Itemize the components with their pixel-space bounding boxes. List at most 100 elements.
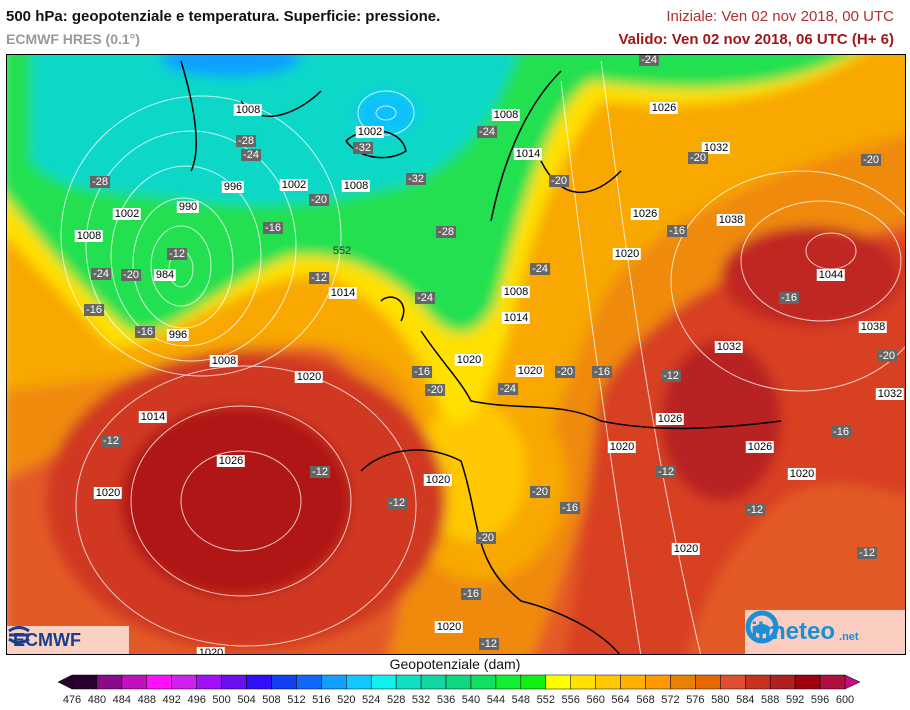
- temperature-label: -12: [167, 248, 187, 260]
- pressure-label: 1020: [671, 543, 701, 555]
- colorbar-swatch: [196, 674, 222, 690]
- temperature-label: -12: [656, 466, 676, 478]
- ilmeteo-logo-suffix: .net: [839, 631, 859, 643]
- temperature-label: -20: [476, 532, 496, 544]
- temperature-label: -16: [560, 502, 580, 514]
- pressure-label: 1014: [328, 287, 358, 299]
- temperature-label: -16: [84, 304, 104, 316]
- pressure-label: 1026: [745, 441, 775, 453]
- colorbar-tick-label: 580: [711, 694, 730, 706]
- colorbar-swatch: [745, 674, 771, 690]
- temperature-label: -12: [479, 638, 499, 650]
- pressure-label: 1008: [491, 109, 521, 121]
- temperature-label: -28: [436, 226, 456, 238]
- map-title: 500 hPa: geopotenziale e temperatura. Su…: [6, 8, 441, 25]
- temperature-label: -28: [236, 135, 256, 147]
- weather-map: 1008 1002 996 1002 1008 990 1002 1008 984 1014 996…: [6, 54, 906, 655]
- colorbar-tick-label: 596: [810, 694, 830, 706]
- coastlines: [180, 60, 782, 654]
- colorbar-swatch: [370, 674, 397, 690]
- colorbar-tick-label: 592: [785, 694, 805, 706]
- temperature-label: -12: [387, 497, 407, 509]
- colorbar-tick-label: 540: [461, 694, 481, 706]
- colorbar-under-arrow: [57, 674, 73, 690]
- temperature-label: -20: [555, 366, 575, 378]
- temperature-label: -24: [639, 54, 659, 66]
- colorbar-swatch: [146, 674, 172, 690]
- geopotential-contour-label: 552: [332, 245, 352, 257]
- colorbar-swatch: [620, 674, 646, 690]
- colorbar-tick-label: 532: [411, 694, 431, 706]
- colorbar-tick-label: 564: [611, 694, 630, 706]
- valid-time: Valido: Ven 02 nov 2018, 06 UTC (H+ 6): [618, 31, 894, 48]
- colorbar-swatch: [246, 674, 272, 690]
- colorbar-tick-label: 536: [436, 694, 456, 706]
- temperature-label: -20: [861, 154, 881, 166]
- pressure-label: 1032: [714, 341, 744, 353]
- pressure-label: 1020: [787, 468, 817, 480]
- colorbar-swatch: [720, 674, 746, 690]
- pressure-label: 996: [166, 329, 190, 341]
- temperature-label: -20: [530, 486, 550, 498]
- temperature-label: -24: [415, 292, 435, 304]
- colorbar-tick-label: 524: [362, 694, 381, 706]
- pressure-label: 1020: [434, 621, 464, 633]
- temperature-label: -12: [309, 272, 329, 284]
- colorbar-tick-label: 600: [835, 694, 855, 706]
- temperature-label: -20: [877, 350, 897, 362]
- colorbar: [57, 674, 861, 690]
- temperature-label: -24: [91, 268, 111, 280]
- pressure-label: 1008: [74, 230, 104, 242]
- pressure-label: 1020: [196, 647, 226, 654]
- colorbar-swatch: [645, 674, 671, 690]
- colorbar-tick-label: 588: [761, 694, 780, 706]
- temperature-label: -32: [353, 142, 373, 154]
- colorbar-swatch: [670, 674, 696, 690]
- temperature-label: -16: [831, 426, 851, 438]
- pressure-label: 1014: [513, 148, 543, 160]
- pressure-label: 1026: [630, 208, 660, 220]
- temperature-label: -24: [477, 126, 497, 138]
- temperature-label: -20: [688, 152, 708, 164]
- pressure-label: 1014: [138, 411, 168, 423]
- colorbar-tick-label: 480: [87, 694, 107, 706]
- pressure-label: 1008: [233, 104, 263, 116]
- colorbar-swatch: [445, 674, 472, 690]
- colorbar-title: Geopotenziale (dam): [389, 656, 521, 672]
- pressure-label: 990: [176, 201, 200, 213]
- colorbar-over-arrow: [844, 674, 861, 690]
- colorbar-swatch: [395, 674, 422, 690]
- colorbar-tick-label: 548: [511, 694, 531, 706]
- colorbar-tick-label: 484: [112, 694, 132, 706]
- colorbar-swatch: [271, 674, 297, 690]
- ecmwf-logo: ECMWF: [7, 626, 129, 654]
- initial-time: Iniziale: Ven 02 nov 2018, 00 UTC: [666, 8, 894, 25]
- pressure-label: 1020: [454, 354, 484, 366]
- temperature-label: -16: [779, 292, 799, 304]
- colorbar-swatch: [595, 674, 621, 690]
- temperature-label: -32: [406, 173, 426, 185]
- colorbar-tick-label: 568: [636, 694, 655, 706]
- pressure-label: 1014: [501, 312, 531, 324]
- colorbar-tick-label: 516: [312, 694, 331, 706]
- temperature-label: -12: [745, 504, 765, 516]
- colorbar-tick-label: 496: [187, 694, 206, 706]
- cloud-icon: [745, 610, 779, 644]
- temperature-label: -16: [592, 366, 612, 378]
- colorbar-tick-label: 520: [337, 694, 356, 706]
- temperature-label: -16: [135, 326, 155, 338]
- colorbar-tick-label: 500: [212, 694, 231, 706]
- colorbar-swatch: [769, 674, 796, 690]
- colorbar-swatch: [71, 674, 98, 690]
- colorbar-swatch: [420, 674, 447, 690]
- ilmeteo-logo[interactable]: ilmeteo .net: [745, 610, 905, 654]
- colorbar-swatch: [121, 674, 148, 690]
- pressure-label: 1020: [93, 487, 123, 499]
- pressure-label: 984: [153, 269, 177, 281]
- temperature-label: -24: [241, 149, 261, 161]
- temperature-label: -28: [90, 176, 110, 188]
- colorbar-tick-label: 476: [62, 694, 82, 706]
- colorbar-tick-label: 556: [561, 694, 580, 706]
- temperature-label: -12: [310, 466, 330, 478]
- pressure-label: 1008: [209, 355, 239, 367]
